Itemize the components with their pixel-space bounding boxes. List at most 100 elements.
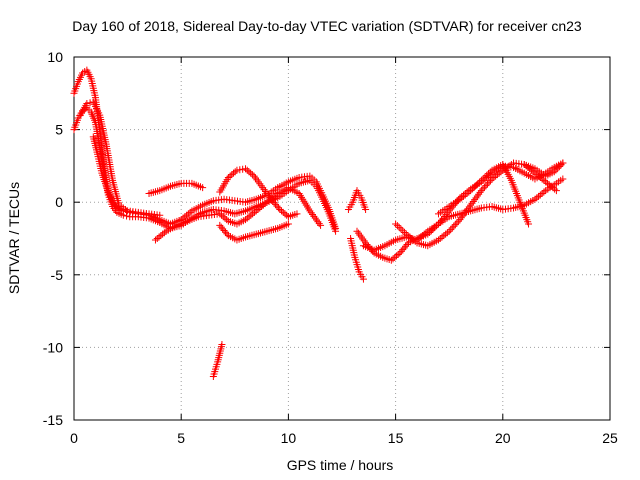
data-point-track-8 xyxy=(217,223,225,231)
data-point-track-13 xyxy=(417,233,425,241)
data-point-track-7 xyxy=(243,166,251,174)
data-point-track-7 xyxy=(242,165,250,173)
data-point-track-6 xyxy=(314,218,322,226)
data-point-track-14 xyxy=(549,184,557,192)
data-point-track-15 xyxy=(456,195,464,203)
data-point-track-15 xyxy=(467,187,475,195)
data-point-track-7 xyxy=(224,174,232,182)
x-tick-label: 15 xyxy=(388,430,404,446)
data-point-track-16 xyxy=(557,161,565,169)
data-point-track-12 xyxy=(536,191,544,199)
data-point-track-14 xyxy=(448,224,456,232)
data-point-track-14 xyxy=(456,216,464,224)
data-point-track-3 xyxy=(156,211,164,219)
data-point-track-6 xyxy=(310,212,318,220)
data-point-track-7 xyxy=(267,195,275,203)
data-point-track-15 xyxy=(459,192,467,200)
data-point-track-7 xyxy=(278,207,286,215)
data-point-track-6 xyxy=(245,213,253,221)
data-point-track-14 xyxy=(404,232,412,240)
data-point-track-15 xyxy=(483,171,491,179)
data-point-track-15 xyxy=(485,170,493,178)
data-point-track-15 xyxy=(461,191,469,199)
y-tick-label: 0 xyxy=(55,194,63,210)
data-point-track-13 xyxy=(418,232,426,240)
data-point-track-6 xyxy=(317,221,325,229)
data-point-track-16 xyxy=(550,168,558,176)
grid-lines xyxy=(74,57,610,420)
data-point-track-16 xyxy=(559,159,567,167)
data-point-track-14 xyxy=(411,237,419,245)
data-point-track-13 xyxy=(420,230,428,238)
data-point-track-6 xyxy=(258,203,266,211)
data-point-track-15 xyxy=(481,173,489,181)
data-point-track-14 xyxy=(445,227,453,235)
data-point-track-14 xyxy=(464,205,472,213)
data-points xyxy=(70,66,567,380)
data-point-track-14 xyxy=(451,221,459,229)
data-point-track-15 xyxy=(525,220,533,228)
data-point-track-16 xyxy=(555,162,563,170)
data-point-track-15 xyxy=(472,182,480,190)
data-point-track-7 xyxy=(231,168,239,176)
chart-title: Day 160 of 2018, Sidereal Day-to-day VTE… xyxy=(72,18,582,34)
data-point-track-1 xyxy=(181,213,189,221)
data-point-track-14 xyxy=(472,194,480,202)
data-point-track-15 xyxy=(476,178,484,186)
data-point-track-15 xyxy=(470,183,478,191)
data-point-track-7 xyxy=(247,169,255,177)
data-point-track-6 xyxy=(250,208,258,216)
data-point-track-16 xyxy=(554,164,562,172)
data-point-track-6 xyxy=(313,216,321,224)
data-point-track-15 xyxy=(486,168,494,176)
x-tick-label: 0 xyxy=(70,430,78,446)
data-point-track-3 xyxy=(83,99,91,107)
data-point-track-14 xyxy=(471,196,479,204)
data-point-track-14 xyxy=(483,180,491,188)
data-point-track-12 xyxy=(402,242,410,250)
data-point-track-15 xyxy=(477,176,485,184)
data-point-track-14 xyxy=(477,187,485,195)
data-point-track-14 xyxy=(409,236,417,244)
data-point-track-14 xyxy=(450,222,458,230)
data-point-track-14 xyxy=(475,190,483,198)
data-point-track-14 xyxy=(447,226,455,234)
data-point-track-4 xyxy=(117,207,125,215)
data-point-track-8 xyxy=(220,227,228,235)
y-tick-label: -10 xyxy=(43,339,63,355)
data-point-track-6 xyxy=(254,205,262,213)
data-point-track-14 xyxy=(406,233,414,241)
data-point-track-14 xyxy=(393,222,401,230)
data-point-track-14 xyxy=(545,181,553,189)
data-point-track-14 xyxy=(468,199,476,207)
data-point-track-7 xyxy=(226,172,234,180)
data-point-track-7 xyxy=(270,199,278,207)
data-point-track-8 xyxy=(216,221,224,229)
data-point-track-12 xyxy=(392,252,400,260)
data-point-track-14 xyxy=(442,230,450,238)
data-point-track-7 xyxy=(228,171,236,179)
x-tick-label: 20 xyxy=(495,430,511,446)
data-point-track-14 xyxy=(495,169,503,177)
y-axis-label: SDTVAR / TECUs xyxy=(6,182,22,294)
x-tick-label: 5 xyxy=(177,430,185,446)
data-point-track-6 xyxy=(307,209,315,217)
data-point-track-16 xyxy=(552,166,560,174)
data-point-track-1 xyxy=(184,210,192,218)
data-point-track-7 xyxy=(279,208,287,216)
data-point-track-7 xyxy=(283,211,291,219)
data-point-track-14 xyxy=(480,183,488,191)
y-tick-label: -5 xyxy=(51,267,64,283)
data-point-track-12 xyxy=(389,255,397,263)
data-point-track-6 xyxy=(306,207,314,215)
data-point-track-7 xyxy=(245,168,253,176)
data-point-track-14 xyxy=(399,227,407,235)
data-point-track-12 xyxy=(403,241,411,249)
data-point-track-14 xyxy=(473,192,481,200)
data-point-track-14 xyxy=(479,185,487,193)
data-point-track-10 xyxy=(359,275,367,283)
data-point-track-14 xyxy=(402,230,410,238)
data-point-track-14 xyxy=(536,174,544,182)
data-point-track-14 xyxy=(551,185,559,193)
